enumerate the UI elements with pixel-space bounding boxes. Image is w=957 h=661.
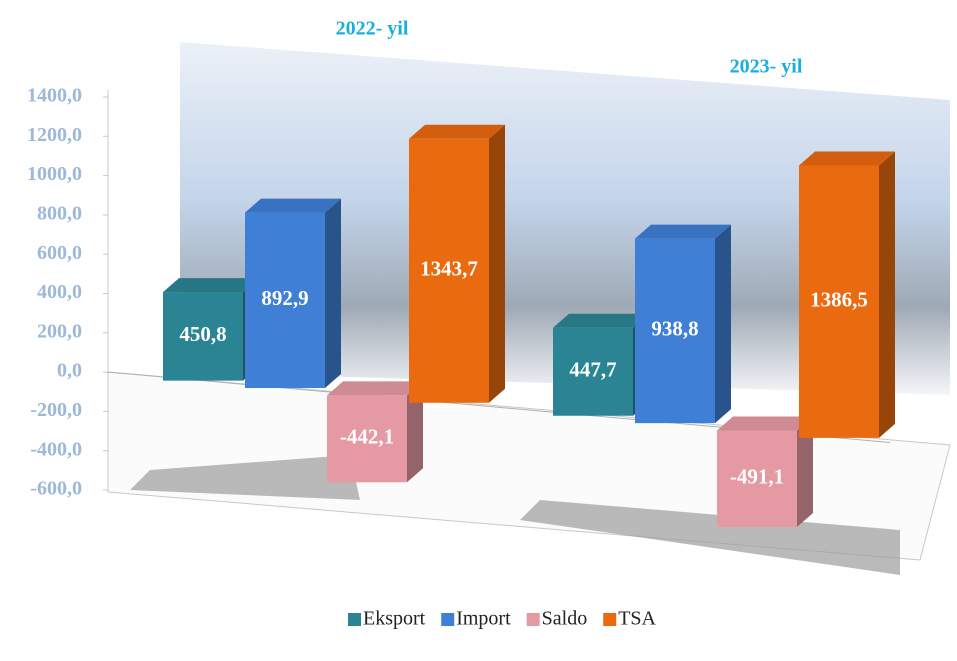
y-tick-label: -200,0 bbox=[30, 399, 82, 421]
value-label: 447,7 bbox=[569, 358, 616, 382]
bar-top bbox=[553, 314, 649, 328]
chart: -600,0 -400,0 -200,0 0,0 200,0 400,0 600,0 800,… bbox=[0, 0, 957, 661]
y-tick-label: -400,0 bbox=[30, 438, 82, 460]
legend-label: Saldo bbox=[542, 608, 588, 630]
legend-swatch bbox=[603, 613, 616, 626]
legend-swatch bbox=[527, 613, 540, 626]
y-tick-label: 400,0 bbox=[37, 281, 82, 303]
y-tick-label: 800,0 bbox=[37, 202, 82, 224]
bar-side bbox=[715, 225, 731, 423]
y-tick-label: 1400,0 bbox=[27, 85, 82, 107]
bar-top bbox=[409, 125, 505, 139]
y-tick-label: 600,0 bbox=[37, 242, 82, 264]
bar-top bbox=[799, 151, 895, 165]
y-tick-label: -600,0 bbox=[30, 478, 82, 500]
value-label: 892,9 bbox=[261, 286, 308, 310]
value-label: -491,1 bbox=[730, 465, 784, 489]
value-label: 1386,5 bbox=[810, 287, 868, 311]
category-label: 2023- yil bbox=[730, 56, 803, 78]
value-label: -442,1 bbox=[340, 425, 394, 449]
bar-top bbox=[163, 278, 259, 292]
legend-swatch bbox=[441, 613, 454, 626]
bar-top bbox=[635, 225, 731, 239]
legend-swatch bbox=[348, 613, 361, 626]
value-label: 1343,7 bbox=[420, 257, 478, 281]
legend-label: Eksport bbox=[363, 608, 426, 630]
value-label: 450,8 bbox=[179, 322, 226, 346]
bar-top bbox=[717, 417, 813, 431]
y-tick-label: 1200,0 bbox=[27, 124, 82, 146]
y-tick-label: 0,0 bbox=[57, 360, 82, 382]
bar-side bbox=[325, 199, 341, 388]
bar-top bbox=[327, 381, 423, 395]
y-tick-label: 200,0 bbox=[37, 320, 82, 342]
bar-side bbox=[879, 151, 895, 437]
category-label: 2022- yil bbox=[336, 18, 409, 40]
legend-label: TSA bbox=[618, 608, 656, 630]
bar-side bbox=[489, 125, 505, 403]
y-tick-label: 1000,0 bbox=[27, 163, 82, 185]
legend-label: Import bbox=[456, 608, 511, 630]
value-label: 938,8 bbox=[651, 317, 698, 341]
bar-top bbox=[245, 199, 341, 213]
